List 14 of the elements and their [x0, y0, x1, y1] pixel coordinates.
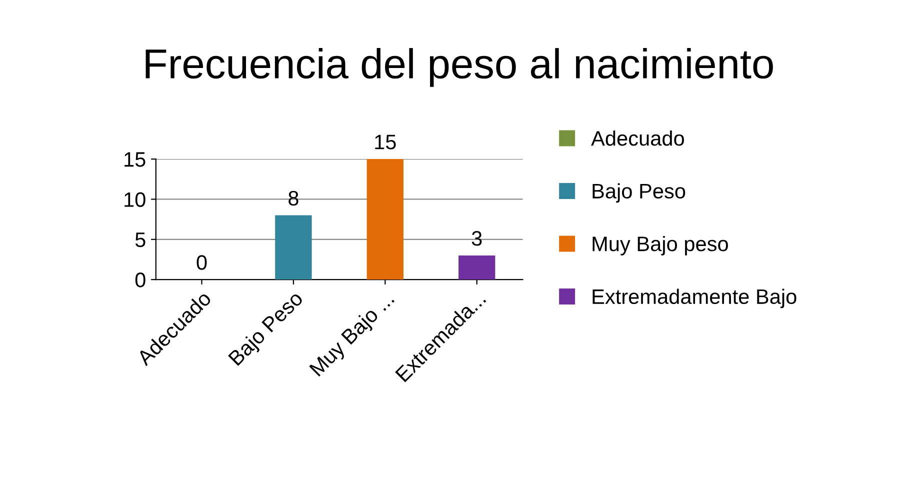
y-tick-label: 0 [135, 272, 146, 288]
legend-label: Bajo Peso [592, 183, 686, 203]
y-tick-label: 15 [124, 152, 146, 167]
data-label: 3 [472, 231, 482, 246]
data-label: 15 [375, 134, 396, 150]
x-tick-label: Muy Bajo ... [309, 300, 394, 377]
data-label: 8 [288, 190, 298, 206]
y-tick-label: 10 [124, 192, 146, 207]
legend-label: Muy Bajo peso [592, 236, 728, 256]
chart-title: Frecuencia del peso al nacimiento [146, 48, 773, 87]
legend-label: Adecuado [591, 130, 684, 146]
legend-label: Extremadamente Bajo [592, 288, 796, 308]
data-label: 0 [196, 255, 207, 270]
y-tick-label: 5 [135, 232, 146, 248]
